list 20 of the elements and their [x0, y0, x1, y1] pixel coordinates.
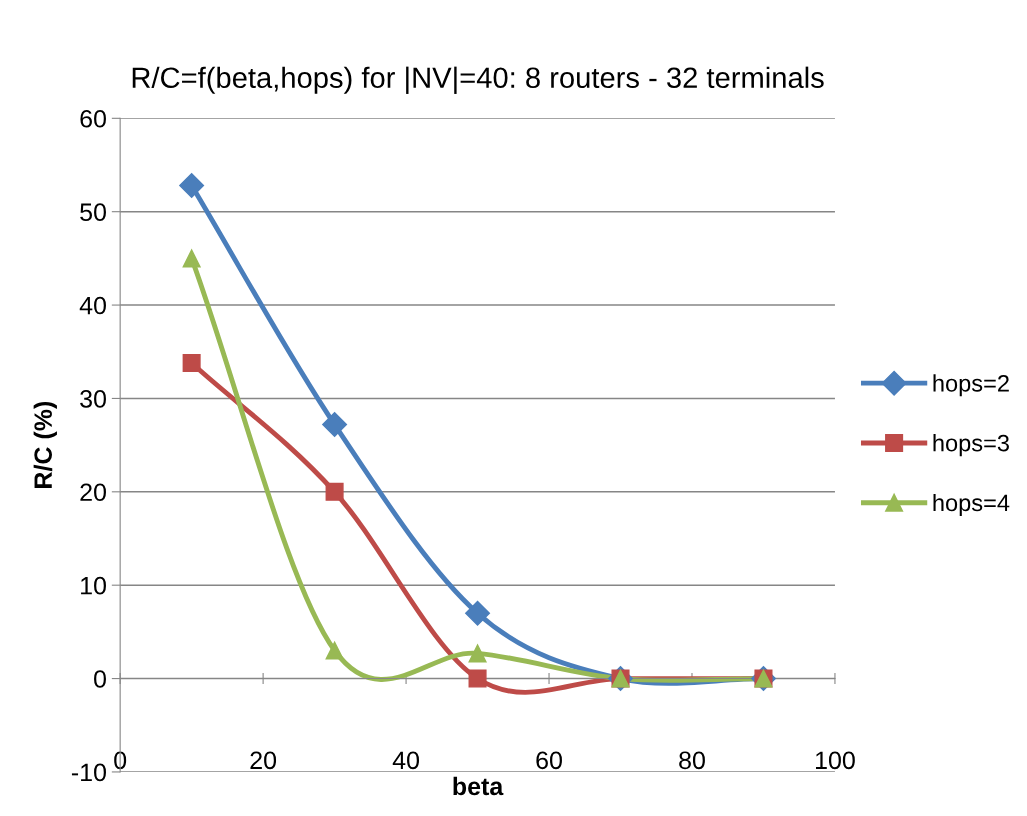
y-tick-label: 10 [81, 576, 106, 595]
y-tick-label: 60 [80, 109, 106, 128]
y-axis-title: R/C (%) [33, 401, 57, 488]
y-tick-label: 30 [80, 390, 106, 408]
x-tick-label: 20 [250, 751, 277, 770]
x-tick-label: 0 [114, 751, 127, 770]
y-tick-label: 20 [80, 483, 106, 502]
x-tick-label: 60 [536, 751, 562, 770]
y-tick-label: -10 [71, 763, 106, 782]
y-tick-label: 40 [79, 296, 106, 315]
legend-label: hops=2 [933, 374, 1009, 397]
x-axis-title: beta [453, 776, 504, 796]
chart-title: R/C=f(beta,hops) for |NV|=40: 8 routers - 32 terminals [132, 66, 824, 94]
x-tick-label: 100 [816, 751, 855, 770]
x-tick-label: 80 [679, 751, 705, 770]
y-tick-label: 50 [80, 203, 106, 221]
legend-label: hops=3 [933, 434, 1009, 457]
x-tick-label: 40 [392, 751, 419, 770]
y-tick-label: 0 [94, 670, 106, 688]
legend-label: hops=4 [933, 493, 1010, 516]
